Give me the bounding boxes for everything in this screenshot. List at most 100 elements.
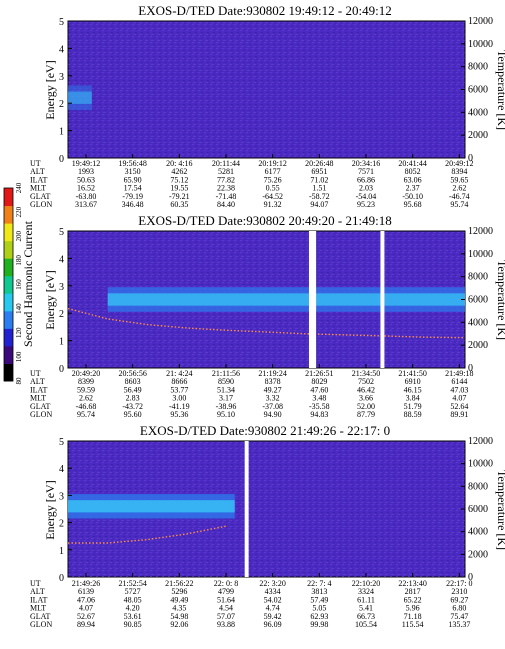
panel-2-table-cell: 94.90 <box>264 410 282 419</box>
panel-2-table-cell: 53.77 <box>170 385 188 394</box>
panel-3-ytick-label: 4 <box>59 464 64 475</box>
panel-1-table-cell: 2.03 <box>359 184 373 193</box>
panel-3-table-cell: 66.73 <box>357 612 375 621</box>
panel-1-ytick-label: 1 <box>59 127 64 138</box>
panel-3-table-cell: 54.02 <box>264 595 282 604</box>
panel-2-table-row-label: GLAT <box>30 402 51 411</box>
panel-2-ytick-right-label: 2000 <box>468 340 488 351</box>
panel-3-table-cell: 52.67 <box>77 612 95 621</box>
panel-3-table-cell: 115.54 <box>402 620 424 629</box>
panel-2-table-cell: 52.00 <box>357 402 375 411</box>
panel-2-table-cell: 3.48 <box>312 394 326 403</box>
panel-1-table-row-label: GLAT <box>30 192 51 201</box>
panel-1-title: EXOS-D/TED Date:930802 19:49:12 - 20:49:… <box>138 3 391 18</box>
panel-3-table-cell: 54.98 <box>170 612 188 621</box>
colorbar-tick-label: 200 <box>15 231 23 242</box>
colorbar-tick-label: 240 <box>15 182 23 193</box>
panel-2-table-cell: 46.15 <box>404 385 422 394</box>
panel-2-ytick-label: 4 <box>59 254 64 265</box>
panel-2-band-core <box>107 293 465 306</box>
panel-1-table-cell: -79.21 <box>169 192 190 201</box>
panel-3-table-cell: 21:56:22 <box>165 579 193 588</box>
panel-3-table-cell: 47.06 <box>77 595 95 604</box>
panel-1-table-cell: 66.86 <box>357 175 375 184</box>
panel-2-table-cell: 20:56:56 <box>118 369 146 378</box>
panel-2-table-cell: 51.34 <box>217 385 235 394</box>
panel-3-table-cell: 99.98 <box>310 620 328 629</box>
panel-2-table-cell: 7502 <box>358 377 374 386</box>
panel-2-ytick-label: 3 <box>59 282 64 293</box>
panel-3-table-cell: 4.07 <box>79 604 93 613</box>
panel-3-table-cell: 92.06 <box>170 620 188 629</box>
panel-2-table-cell: 49.27 <box>264 385 282 394</box>
panel-1-table-row-label: UT <box>30 159 41 168</box>
panel-1-band-core <box>68 91 92 104</box>
colorbar-block <box>4 188 13 207</box>
panel-2-table-cell: 52.64 <box>450 402 468 411</box>
colorbar-tick-label: 120 <box>15 327 23 338</box>
panel-3-table-cell: 5.96 <box>406 604 420 613</box>
colorbar-tick-label: 160 <box>15 279 23 290</box>
panel-2-table-cell: 8666 <box>171 377 187 386</box>
panel-3-table-cell: 2817 <box>405 587 421 596</box>
panel-2-table-cell: 2.62 <box>79 394 93 403</box>
panel-3-table-cell: 48.05 <box>124 595 142 604</box>
panel-3-table-cell: 4.54 <box>219 604 233 613</box>
panel-1-ytick-label: 4 <box>59 44 64 55</box>
panel-3-table-cell: 22: 7: 4 <box>307 579 331 588</box>
colorbar-label: Second Harmonic Current <box>21 220 35 347</box>
panel-2-table-cell: 21:34:50 <box>352 369 380 378</box>
panel-2-table-cell: 8029 <box>311 377 327 386</box>
colorbar-block <box>4 205 13 224</box>
panel-1-table-cell: 84.40 <box>217 200 235 209</box>
panel-1-table-cell: 63.06 <box>404 175 422 184</box>
panel-2-table-cell: 87.79 <box>357 410 375 419</box>
panel-2-table-cell: -41.19 <box>169 402 190 411</box>
panel-3-table-cell: 22:10:20 <box>352 579 380 588</box>
panel-1-table-cell: 71.02 <box>310 175 328 184</box>
panel-2-table-cell: -38.96 <box>216 402 237 411</box>
panel-3-table-cell: 21:52:54 <box>118 579 146 588</box>
panel-1-table-cell: 75.26 <box>264 175 282 184</box>
panel-1-table-cell: 20:26:48 <box>305 159 333 168</box>
panel-2-ytick-label: 5 <box>59 227 64 238</box>
colorbar-block <box>4 345 13 364</box>
panel-2-ytick-right-label: 4000 <box>468 317 488 328</box>
panel-2-table-cell: 8590 <box>218 377 234 386</box>
panel-3-band-core <box>68 500 235 513</box>
panel-3-title: EXOS-D/TED Date:930802 21:49:26 - 22:17:… <box>140 423 390 438</box>
panel-1-table-cell: 22.38 <box>217 184 235 193</box>
panel-3-table-row-label: ALT <box>30 587 45 596</box>
panel-3-ytick-label: 1 <box>59 546 64 557</box>
panel-2-table-cell: 94.83 <box>310 410 328 419</box>
panel-3-table-cell: 21:49:26 <box>72 579 100 588</box>
panel-2-table-cell: -43.72 <box>122 402 143 411</box>
panel-3-table-cell: 3324 <box>358 587 374 596</box>
panel-1-table-cell: 8394 <box>451 167 467 176</box>
panel-3-table-cell: 57.49 <box>310 595 328 604</box>
panel-3-table-cell: 2310 <box>451 587 467 596</box>
panel-1-ytick-label: 5 <box>59 17 64 28</box>
panel-1-table-cell: 95.23 <box>357 200 375 209</box>
panel-3-table-cell: 71.18 <box>404 612 422 621</box>
panel-1-table-cell: 6951 <box>311 167 327 176</box>
panel-2-table-cell: 6144 <box>451 377 467 386</box>
panel-2-table-cell: 21:26:51 <box>305 369 333 378</box>
panel-3-ytick-right-label: 4000 <box>468 527 488 538</box>
panel-2-ytick-label: 1 <box>59 337 64 348</box>
panel-1-ytick-right-label: 4000 <box>468 107 488 118</box>
panel-3-table-cell: 22:17: 0 <box>446 579 472 588</box>
panel-3-ytick-right-label: 6000 <box>468 504 488 515</box>
panel-3-table-row-label: MLT <box>30 604 46 613</box>
panel-2-table-cell: 21:49:18 <box>445 369 473 378</box>
panel-3-table-cell: 5296 <box>171 587 187 596</box>
panel-1-table-cell: 20:49:12 <box>445 159 473 168</box>
panel-1-table-cell: 4262 <box>171 167 187 176</box>
panel-2-table-cell: 6910 <box>405 377 421 386</box>
colorbar-frame <box>3 187 14 382</box>
panel-2-table-cell: 4.07 <box>452 394 466 403</box>
colorbar-tick-label: 100 <box>15 351 23 362</box>
panel-3-table-cell: 22: 3:20 <box>259 579 285 588</box>
panel-2-table-cell: 8399 <box>78 377 94 386</box>
